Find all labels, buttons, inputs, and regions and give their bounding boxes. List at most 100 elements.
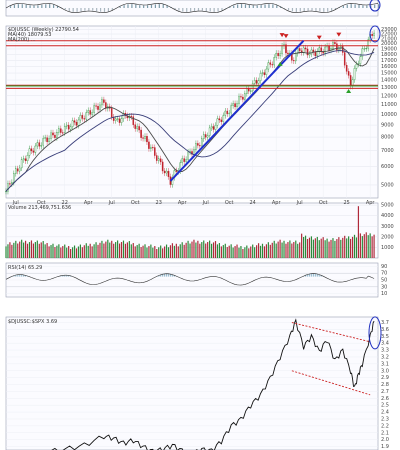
price-candle <box>336 43 338 51</box>
price-candle <box>279 53 281 57</box>
price-candle <box>159 158 162 163</box>
volume-bar <box>169 245 172 258</box>
price-candle <box>116 118 119 120</box>
volume-bar <box>348 236 350 258</box>
price-candle <box>13 173 15 183</box>
volume-bar <box>23 242 25 258</box>
ratio-y-tick-label: 3.2 <box>381 354 389 360</box>
price-candle <box>201 138 203 147</box>
volume-bar <box>122 240 125 258</box>
rsi-overbought-fill <box>312 273 314 277</box>
price-candle <box>206 135 209 138</box>
volume-bar <box>269 244 271 258</box>
macd-bar <box>264 4 266 8</box>
macd-bar <box>150 4 153 8</box>
rsi-overbought-fill <box>19 274 21 277</box>
volume-bar <box>83 245 85 258</box>
macd-bar <box>303 8 305 12</box>
rsi-y-tick-label: 30 <box>381 284 387 290</box>
volume-bar <box>58 244 60 258</box>
rsi-overbought-fill <box>306 274 309 277</box>
volume-bar <box>308 237 311 258</box>
ratio-y-tick-label: 3.7 <box>381 320 389 326</box>
volume-bar <box>303 236 305 258</box>
price-title: $DJUSSC (Weekly) 22790.54 <box>8 27 79 33</box>
volume-bar <box>117 240 119 258</box>
ratio-line <box>51 318 375 450</box>
volume-bar <box>330 239 332 258</box>
price-x-tick-label: 22 <box>62 200 68 206</box>
macd-bar <box>166 5 168 8</box>
ratio-y-tick-label: 2.5 <box>381 403 389 409</box>
volume-bar <box>261 243 264 258</box>
macd-bar <box>72 8 74 12</box>
rsi-title: RSI(14) 65.29 <box>8 265 42 271</box>
ratio-y-tick-label: 2.1 <box>381 430 389 436</box>
price-candle <box>308 53 311 56</box>
volume-bar <box>267 242 269 258</box>
volume-bar <box>342 237 344 258</box>
volume-bar <box>21 239 23 258</box>
price-candle <box>77 119 80 126</box>
volume-bar <box>281 242 283 258</box>
volume-bar <box>146 247 148 258</box>
price-candle <box>285 44 287 54</box>
price-y-tick-label: 6000 <box>381 164 394 170</box>
macd-bar <box>209 8 211 12</box>
volume-bar <box>193 239 195 258</box>
volume-bar <box>326 238 328 258</box>
volume-bar <box>171 243 174 258</box>
volume-bar <box>115 242 117 258</box>
price-candle <box>63 126 66 133</box>
price-candle <box>294 53 297 62</box>
price-candle <box>71 120 74 127</box>
volume-bar <box>316 236 318 258</box>
macd-bar <box>331 8 333 11</box>
price-candle <box>199 145 201 147</box>
macd-bar <box>99 8 102 12</box>
volume-bar <box>246 245 248 258</box>
price-candle <box>347 71 350 76</box>
volume-bar <box>73 245 76 258</box>
macd-bar <box>280 6 282 8</box>
rsi-overbought-fill <box>318 274 320 277</box>
price-candle <box>56 132 58 138</box>
ratio-title: $DJUSSC:$SPX 3.69 <box>8 319 57 325</box>
price-candle <box>275 53 277 58</box>
volume-bar <box>54 247 56 258</box>
volume-bar <box>156 249 158 258</box>
price-candle <box>238 96 240 104</box>
price-candle <box>296 48 299 54</box>
price-candle <box>103 99 105 103</box>
channel-upper-line <box>291 322 371 343</box>
price-candle <box>193 149 195 155</box>
volume-bar <box>64 244 66 258</box>
price-candle <box>345 65 348 72</box>
rsi-overbought-fill <box>62 275 64 277</box>
price-candle <box>287 52 289 55</box>
volume-bar <box>218 243 221 258</box>
ratio-y-tick-label: 2.7 <box>381 389 389 395</box>
volume-bar <box>359 233 361 258</box>
price-candle <box>132 116 135 125</box>
price-candle <box>148 141 150 149</box>
rsi-overbought-fill <box>158 275 160 277</box>
macd-bar <box>237 4 239 8</box>
volume-bar <box>216 244 219 258</box>
volume-bar <box>275 243 277 258</box>
price-candle <box>322 51 324 54</box>
macd-bar <box>378 4 380 8</box>
macd-bar <box>186 8 188 12</box>
volume-bar <box>105 241 107 258</box>
price-y-tick-label: 20000 <box>381 41 397 47</box>
macd-bar <box>84 8 86 11</box>
macd-bar <box>334 8 337 10</box>
price-candle <box>246 88 248 94</box>
macd-bar <box>295 8 297 12</box>
price-y-tick-label: 22000 <box>381 32 397 38</box>
volume-bar <box>152 247 154 258</box>
price-x-tick-label: Apr <box>366 200 376 206</box>
price-legend-ma-short: MA(40) 18079.53 <box>8 32 51 38</box>
price-candle <box>60 128 62 133</box>
ratio-y-tick-label: 2.4 <box>381 410 389 416</box>
